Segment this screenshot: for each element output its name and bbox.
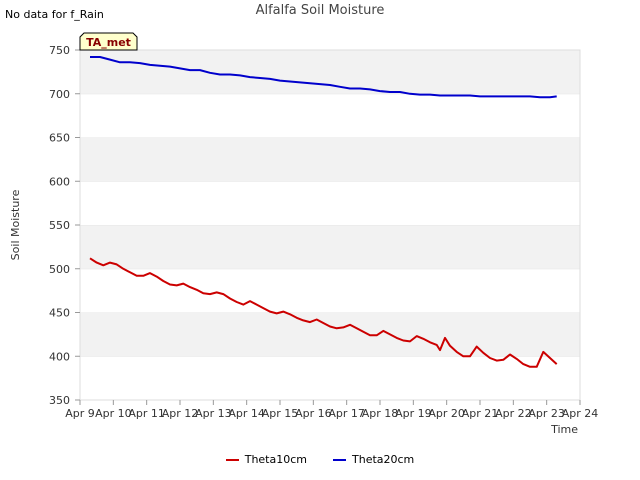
y-tick-label: 550 <box>49 219 70 232</box>
y-tick-label: 350 <box>49 394 70 407</box>
x-tick-label: Apr 22 <box>495 407 532 420</box>
series-line-theta20 <box>90 56 557 99</box>
y-axis-label: Soil Moisture <box>9 189 22 260</box>
legend-label-theta10: Theta10cm <box>244 453 307 466</box>
x-tick-label: Apr 9 <box>65 407 95 420</box>
x-tick-label: Apr 17 <box>328 407 365 420</box>
x-tick-label: Apr 13 <box>195 407 232 420</box>
legend: Theta10cm Theta20cm <box>0 453 640 466</box>
x-tick-label: Apr 15 <box>262 407 299 420</box>
x-tick-label: Apr 19 <box>395 407 432 420</box>
legend-swatch-theta10 <box>225 458 239 461</box>
x-tick-label: Apr 23 <box>528 407 565 420</box>
badge-label: TA_met <box>86 36 131 49</box>
legend-label-theta20: Theta20cm <box>352 453 415 466</box>
x-tick-label: Apr 24 <box>562 407 599 420</box>
y-axis-ticks: 350 400 450 500 550 600 650 700 750 <box>49 44 80 407</box>
ta-met-badge: TA_met <box>79 32 138 51</box>
x-tick-label: Apr 11 <box>128 407 165 420</box>
plot-background-bands <box>80 49 580 400</box>
x-tick-label: Apr 16 <box>295 407 332 420</box>
legend-swatch-theta20 <box>333 458 346 461</box>
y-tick-label: 450 <box>49 307 70 320</box>
grid-band <box>80 356 580 400</box>
legend-item-theta10: Theta10cm <box>225 453 307 466</box>
y-tick-label: 600 <box>49 175 70 188</box>
y-tick-label: 750 <box>49 44 70 57</box>
y-tick-label: 700 <box>49 88 70 101</box>
no-data-note: No data for f_Rain <box>5 8 104 21</box>
badge-shape <box>79 32 138 51</box>
series-line-theta10 <box>89 257 558 368</box>
x-tick-label: Apr 18 <box>362 407 399 420</box>
chart-title: Alfalfa Soil Moisture <box>255 3 385 18</box>
x-tick-label: Apr 20 <box>428 407 465 420</box>
grid-band <box>80 268 580 313</box>
grid-band <box>80 50 580 94</box>
grid-band <box>80 181 580 225</box>
y-tick-label: 650 <box>49 132 70 145</box>
x-tick-label: Apr 12 <box>162 407 199 420</box>
grid-band <box>80 137 580 182</box>
grid-band <box>80 312 580 357</box>
series-lines <box>89 56 558 368</box>
x-tick-label: Apr 10 <box>95 407 132 420</box>
x-tick-label: Apr 21 <box>462 407 499 420</box>
grid-band <box>80 93 580 138</box>
y-tick-label: 500 <box>49 263 70 276</box>
y-tick-label: 400 <box>49 350 70 363</box>
x-tick-label: Apr 14 <box>228 407 265 420</box>
grid-band <box>80 225 580 269</box>
x-axis-label: Time <box>550 423 578 436</box>
legend-item-theta20: Theta20cm <box>333 453 414 466</box>
